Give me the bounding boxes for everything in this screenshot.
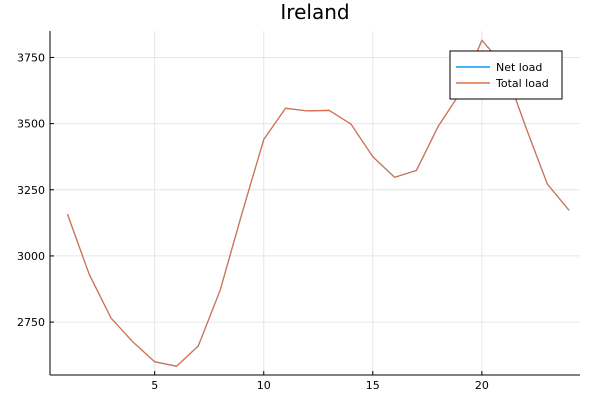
axes <box>49 31 580 376</box>
y-tick-label: 3250 <box>17 184 45 197</box>
y-tick-label: 2750 <box>17 316 45 329</box>
x-tick-label: 10 <box>257 379 271 392</box>
legend-label: Total load <box>495 77 549 90</box>
legend: Net load Total load <box>449 50 563 100</box>
x-tick-label: 5 <box>151 379 158 392</box>
legend-box <box>449 50 563 100</box>
x-tick-label: 20 <box>475 379 489 392</box>
x-tick-label: 15 <box>366 379 380 392</box>
y-tick-label: 3750 <box>17 51 45 64</box>
x-axis-ticks: 5 10 15 20 <box>151 371 489 392</box>
y-tick-label: 3500 <box>17 118 45 131</box>
series-line-2 <box>66 39 570 367</box>
y-tick-label: 3000 <box>17 250 45 263</box>
chart-title: Ireland <box>280 0 349 24</box>
legend-label: Net load <box>496 61 542 74</box>
y-axis-ticks: 2750 3000 3250 3500 3750 <box>17 51 54 329</box>
series-lines <box>66 39 570 367</box>
